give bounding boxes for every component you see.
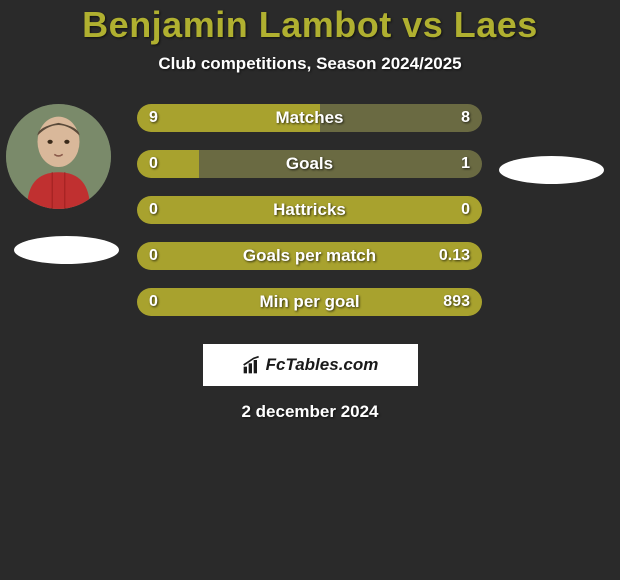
stat-bar-track (137, 196, 482, 224)
stats-area: Matches98 Goals01 Hattricks00 Goals per mat… (0, 104, 620, 316)
stat-bar-row: Goals per match00.13 (137, 242, 482, 270)
player-right-shadow (499, 156, 604, 184)
stat-bar-row: Hattricks00 (137, 196, 482, 224)
page-title: Benjamin Lambot vs Laes (0, 4, 620, 46)
person-icon (6, 104, 111, 209)
stat-bar-row: Min per goal0893 (137, 288, 482, 316)
player-left-avatar (6, 104, 111, 209)
source-logo: FcTables.com (203, 344, 418, 386)
stat-bars: Matches98 Goals01 Hattricks00 Goals per mat… (137, 104, 482, 316)
stat-bar-left-fill (137, 104, 320, 132)
stat-bar-track (137, 150, 482, 178)
stat-bar-track (137, 104, 482, 132)
stat-bar-left-fill (137, 196, 482, 224)
date-label: 2 december 2024 (0, 402, 620, 422)
stat-bar-row: Goals01 (137, 150, 482, 178)
player-left-shadow (14, 236, 119, 264)
stat-bar-track (137, 242, 482, 270)
stat-bar-left-fill (137, 150, 199, 178)
page-subtitle: Club competitions, Season 2024/2025 (0, 54, 620, 74)
stat-bar-row: Matches98 (137, 104, 482, 132)
stat-bar-track (137, 288, 482, 316)
stat-bar-left-fill (137, 288, 482, 316)
stat-bar-left-fill (137, 242, 482, 270)
stat-bar-right-fill (320, 104, 482, 132)
chart-icon (242, 355, 262, 375)
source-logo-text: FcTables.com (266, 355, 379, 375)
stat-bar-right-fill (199, 150, 482, 178)
comparison-infographic: Benjamin Lambot vs Laes Club competition… (0, 0, 620, 422)
